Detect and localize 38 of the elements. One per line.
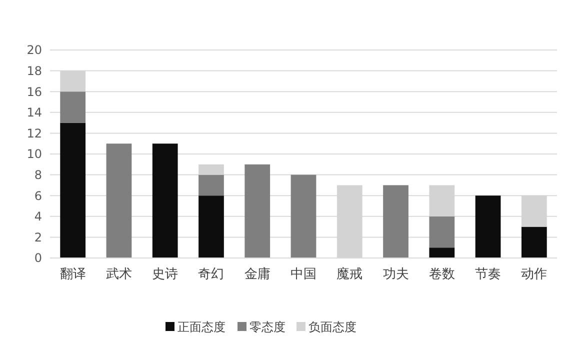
bar [198,196,224,258]
y-tick-label: 6 [34,188,42,203]
y-tick-label: 18 [26,64,42,78]
x-tick-label: 动作 [521,267,548,282]
legend-label: 零态度 [250,320,286,334]
y-tick-label: 8 [34,168,42,182]
bar [383,185,408,258]
x-tick-label: 奇幻 [198,267,224,282]
x-tick-label: 武术 [106,267,132,282]
legend-label: 负面态度 [308,320,356,334]
y-tick-label: 0 [34,251,42,266]
y-tick-label: 4 [34,210,42,224]
x-tick-label: 节奏 [475,267,502,282]
bar [60,122,86,258]
y-tick-label: 2 [34,230,42,244]
bar [429,248,455,258]
bar [152,144,178,258]
bar [60,92,86,123]
bar [521,226,547,258]
y-tick-label: 12 [26,126,42,140]
x-tick-label: 金庸 [244,266,270,282]
x-tick-label: 史诗 [152,267,178,282]
x-tick-label: 魔戒 [336,267,363,282]
y-tick-label: 16 [26,84,42,99]
x-tick-label: 功夫 [382,267,409,282]
bar [475,196,501,258]
bar [198,174,224,196]
y-tick-label: 14 [26,106,42,120]
y-tick-label: 20 [26,43,42,58]
x-tick-label: 中国 [290,267,316,282]
bar [290,174,316,258]
y-tick-label: 10 [26,147,42,162]
bar [244,164,270,258]
x-tick-label: 翻译 [60,267,86,282]
bar [106,144,132,258]
x-tick-label: 卷数 [428,267,455,282]
legend-label: 正面态度 [178,320,226,334]
bar [429,216,455,248]
